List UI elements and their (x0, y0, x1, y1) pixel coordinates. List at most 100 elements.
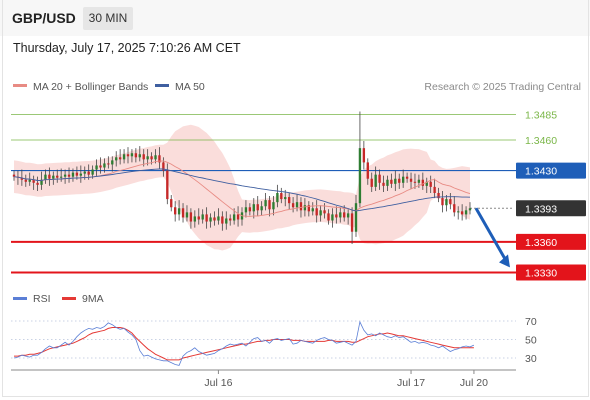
candle-body (386, 179, 389, 186)
candle-body (409, 178, 413, 182)
candle-body (425, 181, 428, 186)
candle-body (319, 210, 322, 216)
candle-body (232, 214, 236, 221)
candle-body (272, 202, 275, 210)
candle-body (201, 214, 204, 220)
candle-body (256, 204, 259, 211)
candle-body (382, 182, 385, 186)
candle-body (154, 155, 157, 160)
candle-body (299, 202, 303, 211)
x-tick-label: Jul 20 (460, 377, 488, 389)
legend: MA 20 + Bollinger Bands MA 50 Research ©… (13, 81, 581, 93)
candle-body (303, 205, 307, 211)
candle-body (394, 178, 397, 184)
candle-body (63, 174, 67, 177)
candle-body (401, 176, 405, 183)
candle-body (28, 179, 31, 182)
candle-body (413, 181, 417, 183)
x-tick-label: Jul 16 (204, 377, 232, 389)
candle-body (457, 211, 460, 213)
candle-body (87, 171, 90, 175)
candle-body (307, 205, 311, 212)
ma50-legend-swatch (155, 84, 169, 87)
candle-body (358, 148, 362, 204)
candle-body (252, 204, 255, 212)
candle-body (170, 199, 173, 208)
candle-body (209, 217, 212, 222)
candle-body (213, 217, 216, 221)
ma50-line (13, 168, 471, 212)
candle-body (130, 153, 134, 157)
ma9-line (14, 327, 474, 361)
candle-body (429, 181, 432, 187)
candle-body (421, 179, 425, 186)
candle-body (291, 203, 295, 208)
candle-body (339, 212, 342, 218)
candle-body (221, 216, 224, 224)
candle-body (189, 212, 193, 222)
candle-body (205, 214, 208, 222)
candle-body (441, 198, 444, 206)
candle-body (362, 148, 366, 163)
rsi-tick-30: 30 (525, 353, 537, 365)
candle-body (390, 179, 393, 184)
candle-body (449, 199, 452, 205)
candle-body (197, 216, 200, 220)
candle-body (103, 163, 106, 168)
candle-body (185, 212, 189, 218)
candle-body (236, 214, 240, 220)
level-label-1.3393: 1.3393 (525, 203, 557, 215)
candle-body (146, 156, 149, 160)
level-label-1.3485: 1.3485 (525, 110, 557, 122)
candle-body (158, 155, 161, 163)
candle-body (354, 203, 358, 232)
candle-body (134, 153, 138, 158)
candle-body (91, 169, 94, 175)
candle-body (378, 174, 381, 183)
level-tag-1.3330 (516, 264, 586, 281)
candle-body (280, 192, 283, 200)
candle-body (346, 213, 350, 218)
candle-body (83, 171, 86, 174)
candle-body (295, 202, 299, 208)
candle-body (122, 154, 126, 160)
rsi-tick-70: 70 (525, 316, 537, 328)
candle-body (59, 176, 63, 178)
candle-body (181, 208, 185, 218)
candle-body (370, 178, 373, 187)
candle-body (36, 182, 39, 185)
bollinger-band (14, 124, 470, 251)
candle-body (138, 154, 141, 158)
candle-body (217, 216, 220, 221)
candle-body (115, 157, 118, 161)
candle-body (24, 179, 27, 182)
candle-body (460, 211, 464, 215)
candle-body (264, 200, 267, 207)
level-tag-1.3430 (516, 162, 586, 179)
forecast-arrow-shaft (474, 207, 509, 264)
candle-body (464, 210, 468, 215)
candle-body (48, 174, 51, 179)
candle-body (40, 179, 43, 185)
candle-body (193, 216, 197, 222)
rsi-legend: RSI 9MA (13, 293, 104, 305)
rsi-legend-swatch (13, 297, 27, 300)
ma9-legend-swatch (62, 297, 76, 300)
candle-body (20, 177, 24, 180)
candle-body (177, 208, 181, 215)
timeframe-button[interactable]: 30 MIN (83, 7, 133, 30)
candle-body (315, 208, 318, 216)
level-label-1.3360: 1.3360 (525, 237, 557, 249)
candle-body (268, 200, 271, 210)
candle-body (405, 176, 409, 179)
candle-body (276, 192, 279, 203)
candle-body (260, 206, 263, 211)
candle-body (468, 208, 472, 211)
candle-body (56, 175, 59, 178)
candle-body (335, 214, 338, 218)
candle-body (111, 160, 114, 165)
candle-body (417, 179, 421, 183)
candle-body (166, 170, 169, 200)
candle-body (75, 172, 79, 176)
